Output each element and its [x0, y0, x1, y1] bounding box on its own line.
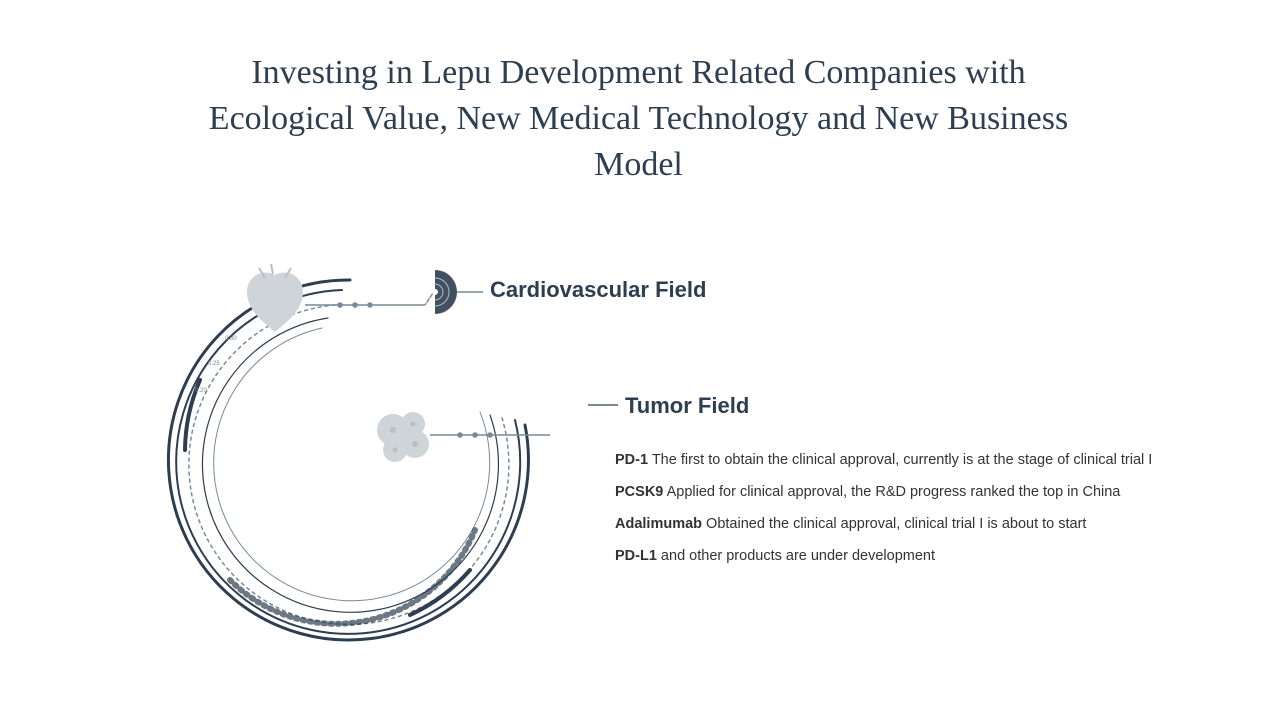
cardiovascular-label: Cardiovascular Field — [490, 277, 706, 303]
connector-line — [588, 404, 618, 406]
tumor-icon — [377, 412, 429, 462]
list-item: Adalimumab Obtained the clinical approva… — [615, 509, 1155, 541]
list-item: PD-L1 and other products are under devel… — [615, 541, 1155, 573]
svg-text:0.25: 0.25 — [208, 361, 220, 367]
arc-diagram: 0.30 0.25 0.20 — [130, 250, 550, 670]
tumor-details: PD-1 The first to obtain the clinical ap… — [615, 445, 1155, 573]
tumor-label: Tumor Field — [625, 393, 749, 419]
heart-icon — [247, 264, 303, 332]
svg-text:0.30: 0.30 — [225, 336, 237, 342]
list-item: PD-1 The first to obtain the clinical ap… — [615, 445, 1155, 477]
list-item: PCSK9 Applied for clinical approval, the… — [615, 477, 1155, 509]
page-title: Investing in Lepu Development Related Co… — [189, 50, 1089, 188]
radar-icon — [421, 270, 483, 314]
svg-text:0.20: 0.20 — [195, 388, 207, 394]
